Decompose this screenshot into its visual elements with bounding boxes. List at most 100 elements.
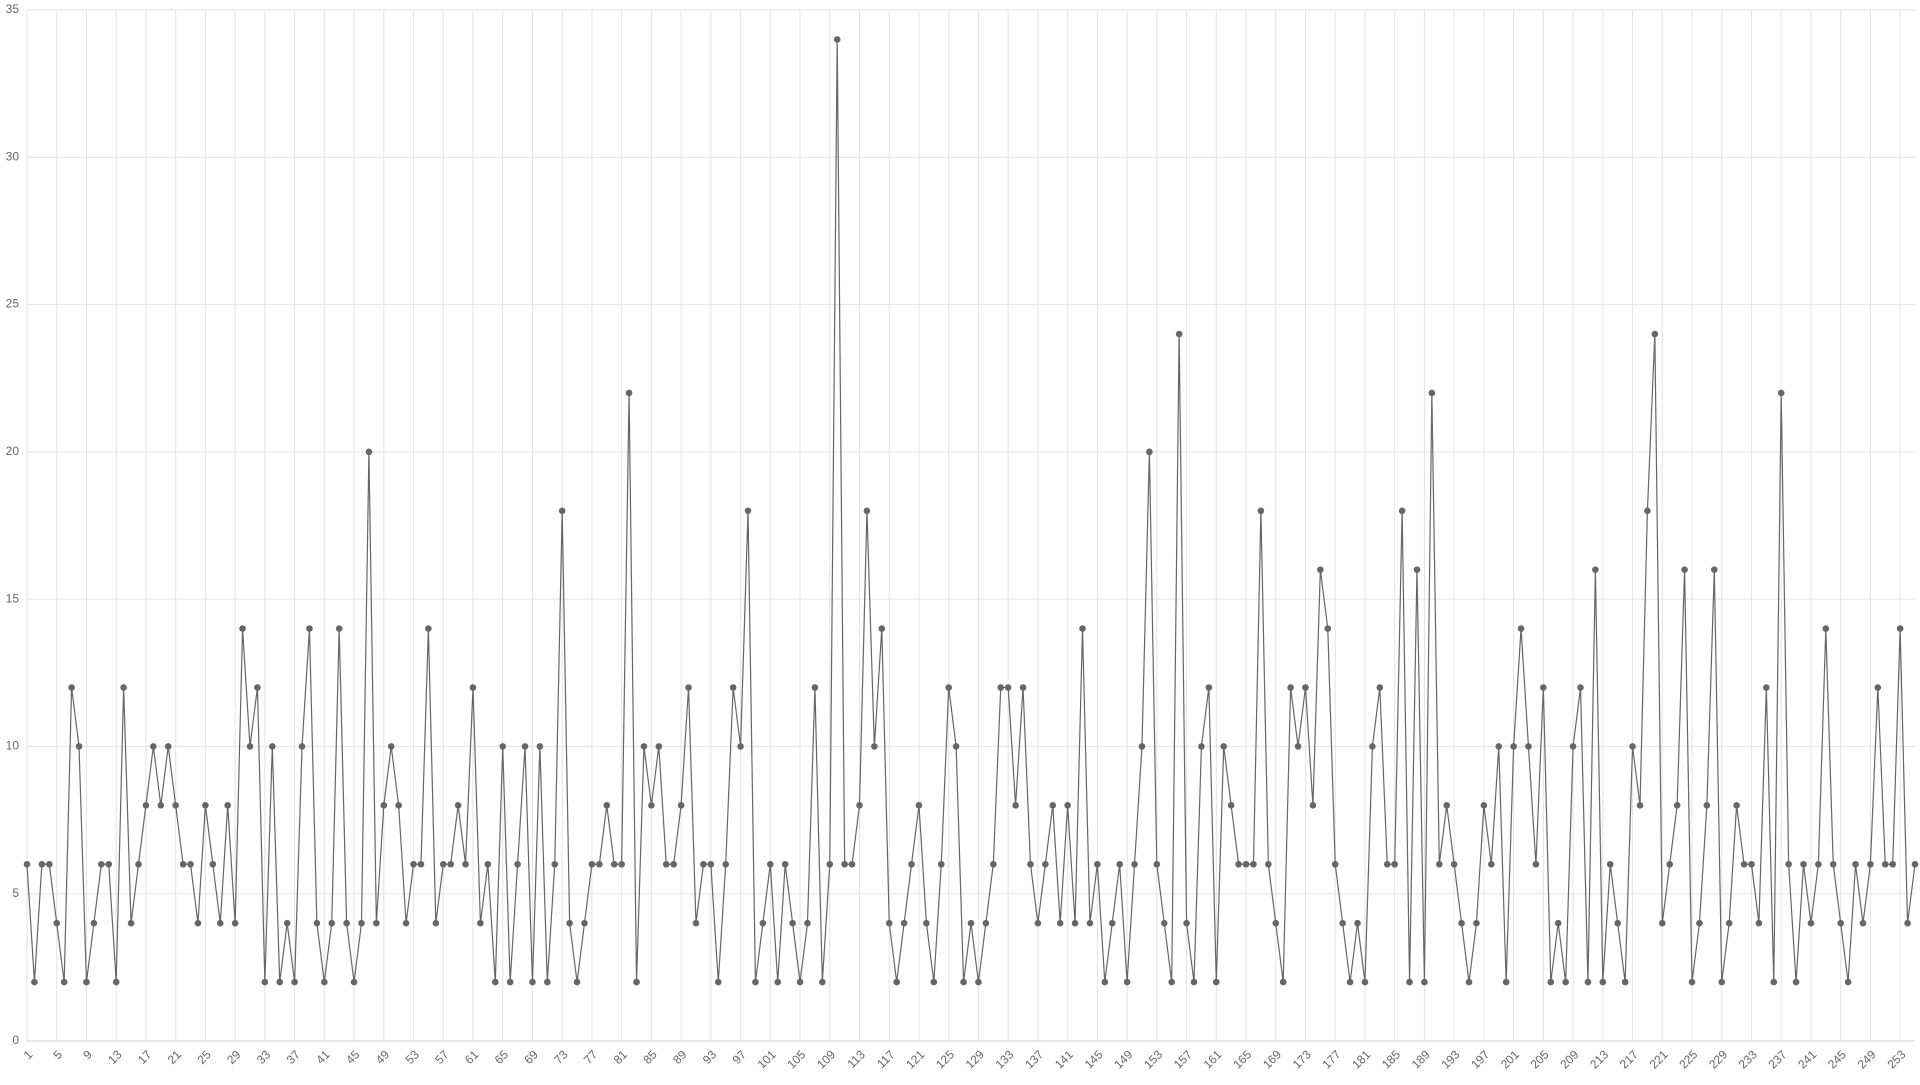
- data-point: [38, 860, 46, 868]
- data-point: [759, 919, 767, 927]
- data-point: [142, 802, 150, 809]
- data-point: [640, 743, 648, 750]
- data-point: [1235, 860, 1242, 868]
- data-point: [506, 978, 514, 986]
- data-point: [893, 978, 900, 986]
- x-tick-label: 61: [462, 1047, 482, 1067]
- data-point: [1034, 919, 1042, 927]
- data-point: [1094, 860, 1101, 868]
- x-tick-label: 161: [1201, 1047, 1225, 1071]
- data-point: [1495, 743, 1503, 750]
- data-point: [1703, 802, 1711, 809]
- data-point: [127, 919, 135, 927]
- data-point: [1881, 860, 1889, 868]
- x-tick-label: 125: [933, 1047, 957, 1071]
- data-point: [1435, 860, 1443, 868]
- data-point: [1614, 919, 1621, 927]
- data-point: [566, 919, 573, 927]
- x-tick-label: 65: [492, 1047, 512, 1067]
- data-point: [1859, 919, 1867, 927]
- x-tick-label: 121: [903, 1047, 927, 1071]
- data-point: [1748, 860, 1755, 868]
- x-tick-label: 113: [844, 1047, 868, 1071]
- data-point: [462, 860, 469, 868]
- data-point: [1302, 684, 1309, 691]
- x-tick-label: 73: [551, 1047, 571, 1067]
- data-point: [744, 507, 752, 515]
- x-tick-label: 21: [165, 1047, 185, 1067]
- data-point: [1540, 684, 1547, 691]
- data-point: [469, 684, 477, 691]
- data-point: [1606, 860, 1614, 868]
- data-point: [536, 743, 544, 750]
- x-tick-label: 109: [814, 1047, 838, 1071]
- data-point: [1763, 684, 1770, 691]
- data-point: [1383, 860, 1391, 868]
- data-point: [1198, 743, 1205, 750]
- data-point: [1473, 919, 1480, 927]
- data-point: [1294, 743, 1302, 750]
- data-point: [1688, 978, 1696, 986]
- y-tick-label: 30: [6, 149, 20, 163]
- data-point: [98, 860, 105, 868]
- data-point: [677, 802, 685, 809]
- y-tick-label: 5: [12, 886, 19, 900]
- data-point: [871, 743, 878, 750]
- data-point: [246, 743, 254, 750]
- data-point: [1108, 919, 1116, 927]
- x-tick-label: 45: [343, 1047, 363, 1067]
- data-point: [298, 743, 306, 750]
- data-point: [1086, 919, 1094, 927]
- x-tick-label: 53: [403, 1047, 423, 1067]
- data-point: [60, 978, 68, 986]
- data-point: [202, 802, 209, 809]
- x-tick-label: 41: [313, 1047, 333, 1067]
- x-tick-label: 29: [224, 1047, 244, 1067]
- data-point: [321, 978, 328, 986]
- x-tick-label: 105: [784, 1047, 808, 1071]
- data-point: [447, 860, 454, 868]
- data-point: [1064, 802, 1071, 809]
- data-point: [878, 625, 886, 632]
- data-point: [989, 860, 997, 868]
- x-tick-label: 17: [135, 1047, 155, 1067]
- data-point: [1361, 978, 1369, 986]
- data-point: [1644, 507, 1651, 515]
- data-point: [1592, 566, 1599, 573]
- data-point: [544, 978, 551, 986]
- data-point: [700, 860, 707, 868]
- data-point: [1450, 860, 1458, 868]
- data-point: [395, 802, 402, 809]
- data-point: [670, 860, 677, 868]
- data-point: [432, 919, 440, 927]
- data-point: [960, 978, 967, 986]
- x-tick-label: 117: [874, 1047, 898, 1071]
- data-point: [343, 919, 350, 927]
- data-point: [90, 919, 98, 927]
- data-point: [1733, 802, 1740, 809]
- data-point: [885, 919, 893, 927]
- data-point: [1265, 860, 1272, 868]
- data-point: [1220, 743, 1228, 750]
- data-point: [387, 743, 395, 750]
- data-point: [1391, 860, 1398, 868]
- data-point: [752, 978, 759, 986]
- data-point: [53, 919, 61, 927]
- x-tick-label: 77: [581, 1047, 601, 1067]
- data-point: [1725, 919, 1733, 927]
- data-point: [1160, 919, 1168, 927]
- x-tick-label: 229: [1706, 1047, 1730, 1071]
- data-point: [767, 860, 774, 868]
- x-tick-label: 157: [1171, 1047, 1195, 1071]
- data-point: [781, 860, 789, 868]
- data-point: [603, 802, 611, 809]
- x-tick-label: 209: [1557, 1047, 1581, 1071]
- data-point: [1874, 684, 1882, 691]
- data-point: [1889, 860, 1897, 868]
- x-tick-label: 245: [1825, 1047, 1849, 1071]
- data-point: [1584, 978, 1592, 986]
- x-tick-label: 129: [963, 1047, 987, 1071]
- data-point: [662, 860, 670, 868]
- data-point: [1019, 684, 1027, 691]
